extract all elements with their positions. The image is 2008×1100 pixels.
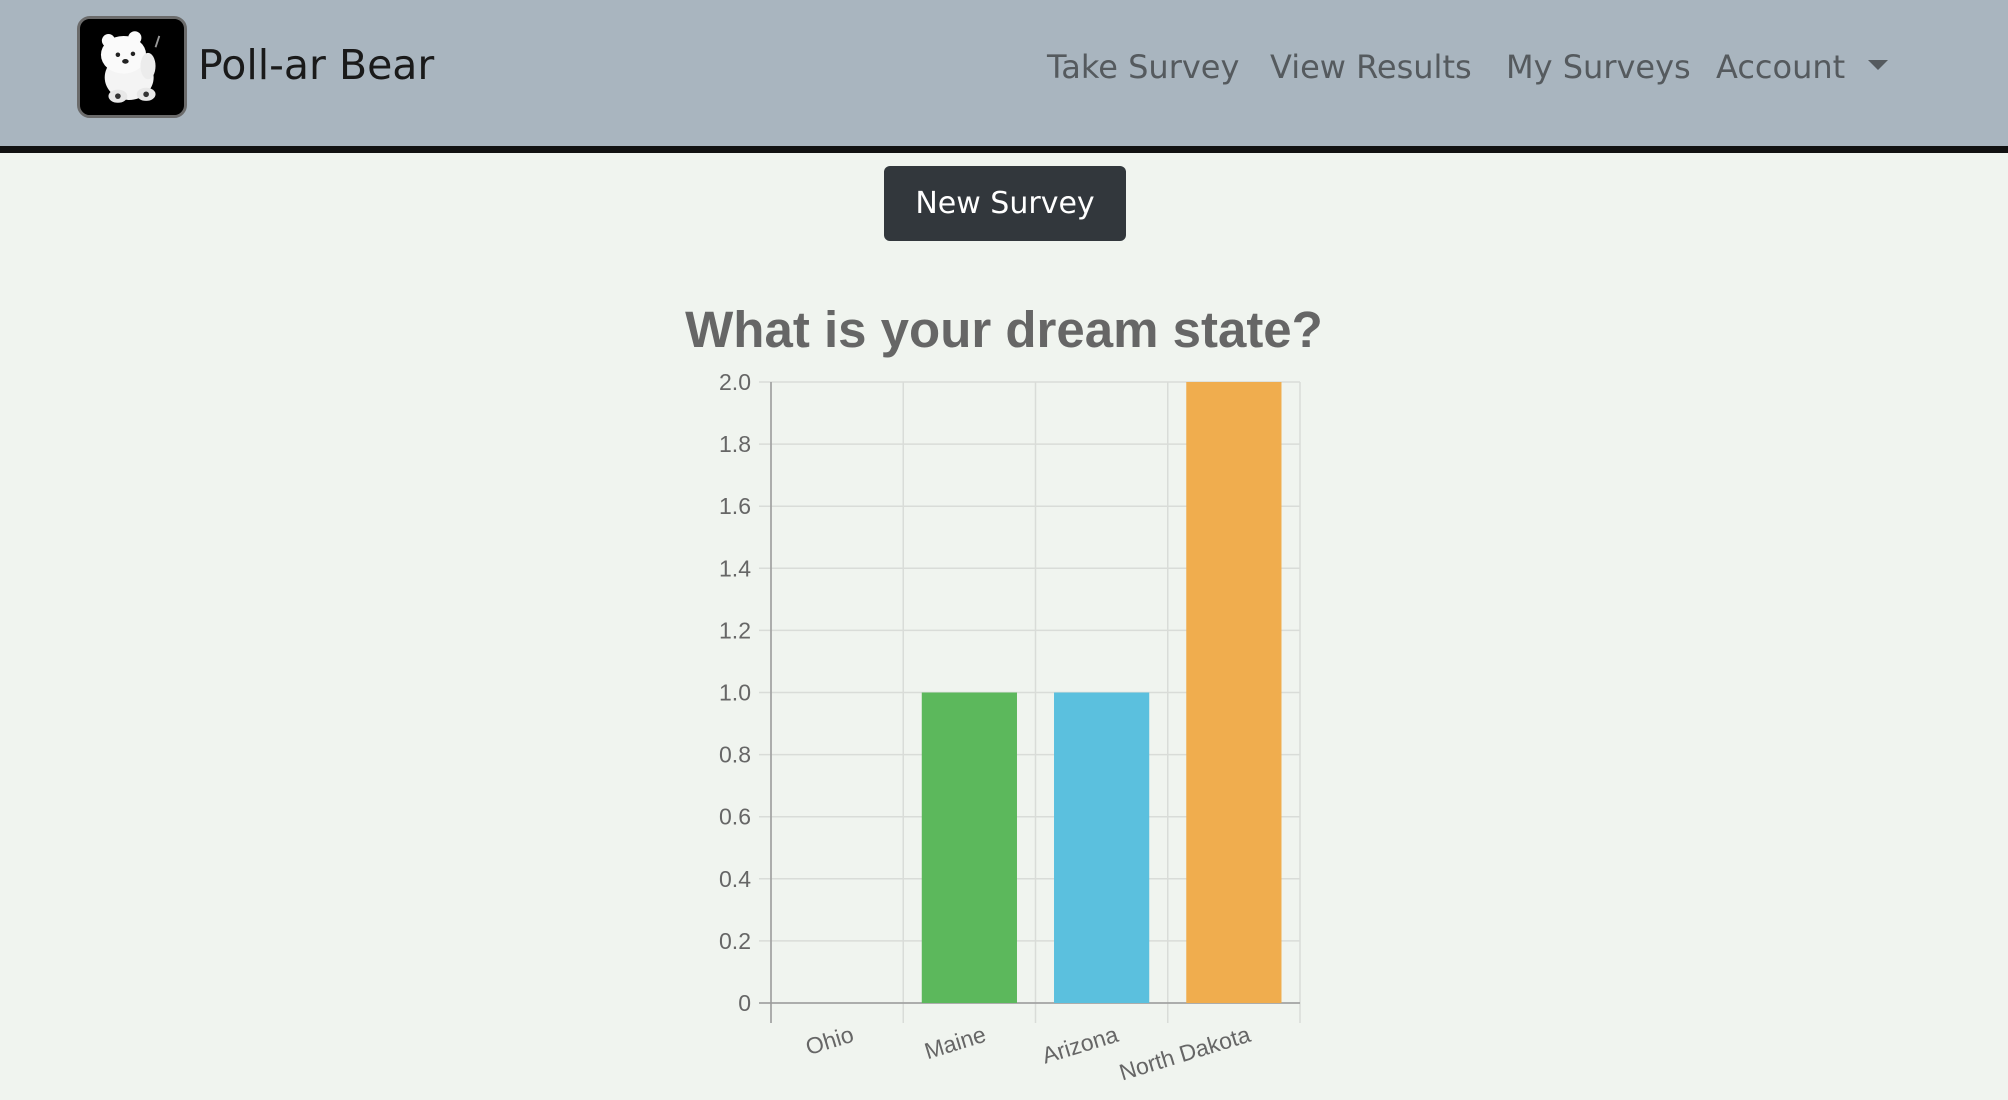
bar-maine[interactable]	[921, 692, 1017, 1004]
new-survey-button[interactable]: New Survey	[884, 166, 1126, 241]
y-tick-label: 1.0	[719, 680, 751, 706]
y-tick-label: 0.4	[719, 866, 751, 892]
navbar: Poll-ar Bear Take Survey View Results My…	[0, 0, 2008, 153]
caret-down-icon[interactable]	[1868, 60, 1888, 70]
polar-bear-logo-icon[interactable]	[77, 16, 187, 118]
y-tick-label: 1.2	[719, 617, 751, 643]
y-tick-label: 2.0	[719, 369, 751, 395]
y-tick-label: 0.8	[719, 742, 751, 768]
nav-account[interactable]: Account	[1716, 48, 1846, 86]
brand-name[interactable]: Poll-ar Bear	[198, 41, 435, 89]
nav-view-results[interactable]: View Results	[1270, 48, 1472, 86]
x-tick-label: Ohio	[803, 1021, 857, 1060]
x-tick-label: North Dakota	[1116, 1021, 1253, 1086]
y-tick-label: 1.8	[719, 431, 751, 457]
bar-north-dakota[interactable]	[1186, 382, 1282, 1003]
chart-title: What is your dream state?	[685, 301, 1323, 358]
y-tick-label: 0	[738, 990, 751, 1016]
nav-my-surveys[interactable]: My Surveys	[1506, 48, 1691, 86]
bar-arizona[interactable]	[1054, 692, 1150, 1004]
y-tick-label: 0.2	[719, 928, 751, 954]
x-tick-label: Arizona	[1039, 1021, 1121, 1069]
y-tick-label: 1.6	[719, 493, 751, 519]
nav-take-survey[interactable]: Take Survey	[1047, 48, 1240, 86]
x-tick-label: Maine	[921, 1021, 989, 1064]
y-tick-label: 0.6	[719, 804, 751, 830]
y-tick-label: 1.4	[719, 555, 751, 581]
